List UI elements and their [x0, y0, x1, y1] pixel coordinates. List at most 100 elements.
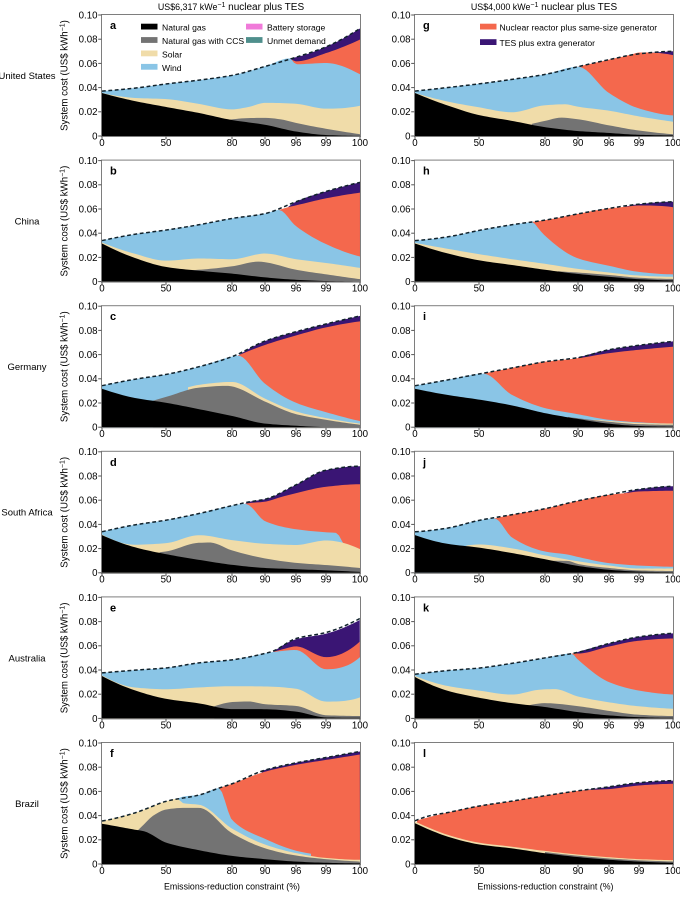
svg-text:0.10: 0.10: [392, 156, 411, 167]
svg-text:US$6,317 kWe−1 nuclear plus TE: US$6,317 kWe−1 nuclear plus TES: [158, 2, 305, 13]
svg-text:0.04: 0.04: [392, 83, 411, 94]
svg-text:0.06: 0.06: [79, 350, 98, 361]
svg-text:0.08: 0.08: [392, 180, 411, 191]
svg-text:80: 80: [540, 866, 551, 877]
svg-text:0.10: 0.10: [79, 302, 98, 313]
svg-text:0: 0: [99, 866, 105, 877]
svg-text:0.06: 0.06: [392, 59, 411, 70]
svg-text:100: 100: [665, 429, 680, 440]
svg-text:80: 80: [540, 720, 551, 731]
svg-text:99: 99: [321, 575, 332, 586]
svg-text:99: 99: [634, 720, 645, 731]
svg-text:90: 90: [573, 138, 584, 149]
svg-text:100: 100: [352, 720, 369, 731]
svg-text:100: 100: [665, 720, 680, 731]
svg-text:96: 96: [291, 866, 302, 877]
svg-text:c: c: [110, 311, 116, 323]
svg-text:0.10: 0.10: [392, 447, 411, 458]
svg-text:100: 100: [665, 575, 680, 586]
svg-text:80: 80: [227, 866, 238, 877]
svg-text:0: 0: [92, 859, 98, 870]
svg-text:0: 0: [92, 131, 98, 142]
svg-text:99: 99: [321, 138, 332, 149]
svg-text:0.04: 0.04: [79, 520, 98, 531]
svg-text:h: h: [423, 166, 430, 178]
svg-text:0.10: 0.10: [392, 738, 411, 749]
svg-text:0.04: 0.04: [392, 520, 411, 531]
svg-text:96: 96: [291, 720, 302, 731]
svg-text:0.04: 0.04: [79, 374, 98, 385]
svg-text:96: 96: [291, 429, 302, 440]
svg-text:China: China: [15, 217, 41, 228]
svg-text:b: b: [110, 166, 117, 178]
svg-text:0.06: 0.06: [79, 496, 98, 507]
svg-text:Natural gas with CCS: Natural gas with CCS: [162, 36, 244, 46]
svg-text:0: 0: [92, 277, 98, 288]
svg-text:90: 90: [573, 720, 584, 731]
svg-text:100: 100: [665, 284, 680, 295]
svg-text:50: 50: [161, 284, 172, 295]
svg-text:0: 0: [412, 429, 418, 440]
svg-text:0.02: 0.02: [79, 690, 98, 701]
svg-text:0.08: 0.08: [79, 35, 98, 46]
svg-text:0.04: 0.04: [79, 83, 98, 94]
svg-text:0: 0: [92, 568, 98, 579]
svg-text:0.02: 0.02: [392, 544, 411, 555]
svg-text:0.10: 0.10: [392, 10, 411, 21]
svg-text:0: 0: [99, 720, 105, 731]
svg-text:Solar: Solar: [162, 50, 182, 60]
svg-text:0.04: 0.04: [392, 811, 411, 822]
svg-text:e: e: [110, 602, 116, 614]
svg-text:0.06: 0.06: [79, 641, 98, 652]
svg-text:0.02: 0.02: [79, 107, 98, 118]
svg-text:0.10: 0.10: [79, 156, 98, 167]
svg-text:0: 0: [412, 866, 418, 877]
svg-text:Natural gas: Natural gas: [162, 23, 206, 33]
svg-text:90: 90: [260, 720, 271, 731]
svg-text:50: 50: [474, 720, 485, 731]
svg-text:0.02: 0.02: [392, 398, 411, 409]
svg-text:System cost (US$ kWh−1): System cost (US$ kWh−1): [60, 166, 71, 277]
svg-text:99: 99: [321, 720, 332, 731]
svg-text:0: 0: [92, 423, 98, 434]
svg-text:TES plus extra generator: TES plus extra generator: [500, 38, 596, 48]
svg-text:0: 0: [405, 423, 411, 434]
svg-text:0.02: 0.02: [392, 253, 411, 264]
svg-text:90: 90: [260, 284, 271, 295]
svg-text:0: 0: [99, 138, 105, 149]
svg-text:96: 96: [604, 720, 615, 731]
svg-text:90: 90: [260, 429, 271, 440]
svg-text:0.06: 0.06: [392, 350, 411, 361]
svg-text:0: 0: [405, 859, 411, 870]
svg-text:96: 96: [604, 284, 615, 295]
svg-text:96: 96: [291, 284, 302, 295]
svg-text:US$4,000 kWe−1 nuclear plus TE: US$4,000 kWe−1 nuclear plus TES: [471, 2, 618, 13]
svg-text:System cost (US$ kWh−1): System cost (US$ kWh−1): [60, 748, 71, 859]
svg-text:f: f: [110, 748, 114, 760]
svg-text:100: 100: [352, 866, 369, 877]
svg-text:80: 80: [540, 284, 551, 295]
svg-text:0: 0: [412, 284, 418, 295]
svg-text:0.10: 0.10: [392, 593, 411, 604]
svg-text:50: 50: [474, 429, 485, 440]
svg-text:99: 99: [321, 284, 332, 295]
svg-text:0.08: 0.08: [79, 763, 98, 774]
svg-text:50: 50: [161, 429, 172, 440]
svg-text:0.02: 0.02: [392, 107, 411, 118]
svg-text:0.04: 0.04: [79, 811, 98, 822]
svg-text:Emissions-reduction constraint: Emissions-reduction constraint (%): [478, 882, 614, 892]
svg-text:0.02: 0.02: [79, 544, 98, 555]
svg-text:System cost (US$ kWh−1): System cost (US$ kWh−1): [60, 602, 71, 713]
svg-text:South Africa: South Africa: [1, 508, 53, 519]
svg-text:0.10: 0.10: [79, 10, 98, 21]
svg-text:0: 0: [412, 720, 418, 731]
svg-text:90: 90: [260, 866, 271, 877]
svg-text:0: 0: [412, 138, 418, 149]
svg-text:90: 90: [573, 866, 584, 877]
svg-text:0.04: 0.04: [79, 229, 98, 240]
svg-text:0.08: 0.08: [392, 763, 411, 774]
svg-text:100: 100: [352, 429, 369, 440]
svg-text:0.08: 0.08: [392, 326, 411, 337]
svg-text:0: 0: [405, 131, 411, 142]
svg-text:g: g: [423, 20, 430, 32]
